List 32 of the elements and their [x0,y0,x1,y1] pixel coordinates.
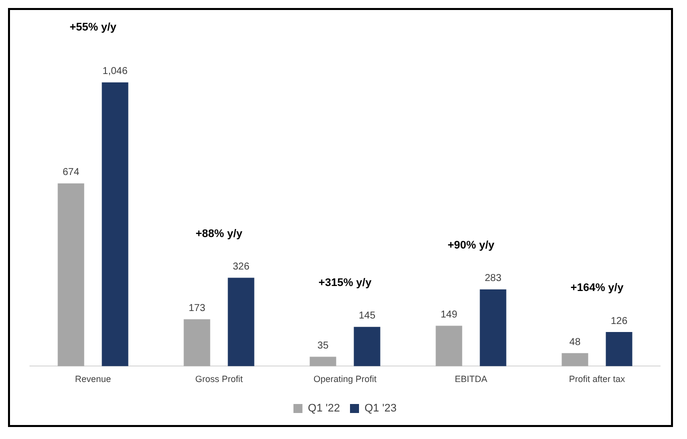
data-label: 48 [569,336,581,348]
bar [184,319,210,366]
bar [436,326,462,366]
bar [102,82,128,366]
data-label: 145 [358,310,376,322]
annotation: +315% y/y [318,276,372,289]
legend-label: Q1 '23 [364,402,397,415]
x-tick-label: Gross Profit [195,374,244,384]
data-label: 326 [232,262,250,273]
data-label: 1,046 [102,66,128,78]
annotation: +164% y/y [570,282,624,294]
bar [606,332,632,366]
bar [310,356,336,366]
data-label: 35 [317,340,329,352]
bar [228,278,254,366]
bar [562,353,588,366]
legend-label: Q1 '22 [308,402,340,415]
data-label: 283 [484,273,502,284]
x-tick-label: Profit after tax [568,374,626,384]
x-tick-label: Revenue [74,374,112,384]
bar [354,326,380,366]
text: +55% y/y [70,21,118,34]
x-tick-label: EBITDA [454,374,488,384]
x-tick-label: Operating Profit [313,374,378,384]
annotation: +88% y/y [196,228,244,240]
data-label: 173 [188,303,206,314]
bar [58,183,84,366]
bar [480,289,506,366]
annotation: +90% y/y [448,239,496,252]
data-label: 126 [610,316,628,327]
data-label: 149 [440,310,458,321]
data-label: 674 [62,167,80,178]
